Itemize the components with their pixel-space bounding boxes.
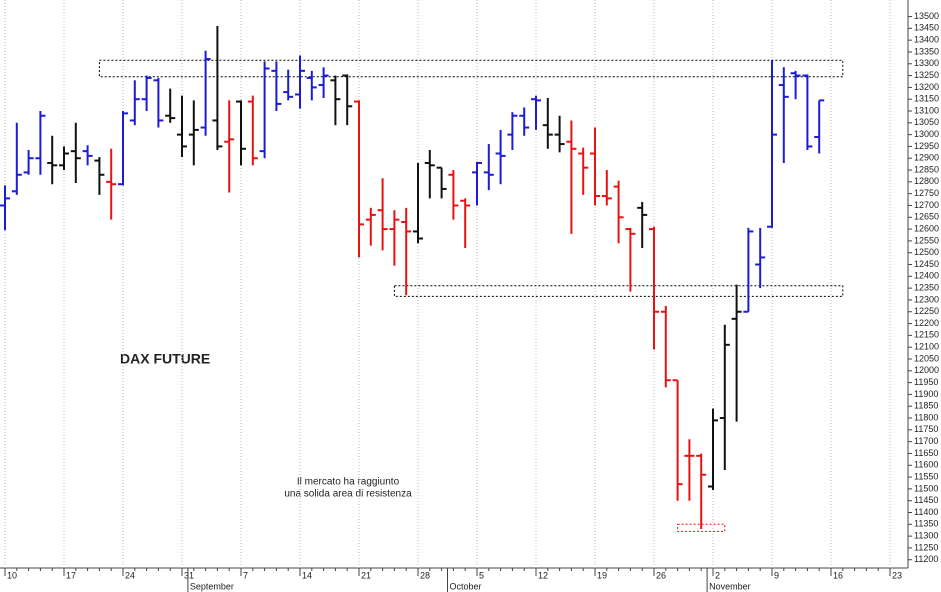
y-tick-label: 13350 [914,46,939,56]
zone [393,285,844,297]
x-tick-label: 19 [597,570,607,580]
y-tick-label: 12250 [914,306,939,316]
x-tick-label: 5 [479,570,484,580]
y-tick-label: 13050 [914,117,939,127]
y-tick-label: 12850 [914,164,939,174]
y-tick-label: 12700 [914,200,939,210]
x-tick-label: 9 [774,570,779,580]
y-tick-label: 13450 [914,23,939,33]
annotation: Il mercato ha raggiunto [297,477,400,488]
y-tick-label: 12500 [914,247,939,257]
x-tick-label: 24 [125,570,135,580]
y-tick-label: 11900 [914,389,938,399]
x-tick-label: 31 [184,570,194,580]
y-tick-label: 12950 [914,141,939,151]
chart-title: DAX FUTURE [120,351,210,367]
y-tick-label: 11650 [914,448,938,458]
y-tick-label: 13200 [914,82,939,92]
x-tick-label: 17 [66,570,76,580]
x-tick-label: 21 [361,570,371,580]
x-tick-label: 14 [302,570,312,580]
y-tick-label: 12650 [914,212,939,222]
x-tick-label: 28 [420,570,430,580]
x-tick-label: 10 [7,570,17,580]
y-tick-label: 12200 [914,318,939,328]
y-tick-label: 12300 [914,294,939,304]
y-tick-label: 11750 [914,424,938,434]
annotation: una solida area di resistenza [284,489,412,500]
y-tick-label: 11300 [914,530,938,540]
y-tick-label: 13250 [914,70,939,80]
y-tick-label: 11350 [914,519,938,529]
month-label: October [450,581,482,591]
x-tick-label: 16 [833,570,843,580]
month-label: September [190,581,234,591]
y-tick-label: 13400 [914,35,939,45]
y-tick-label: 13500 [914,11,939,21]
y-tick-label: 13300 [914,58,939,68]
y-tick-label: 12350 [914,283,939,293]
y-tick-label: 12000 [914,365,939,375]
y-tick-label: 11500 [914,483,938,493]
y-tick-label: 11850 [914,401,938,411]
x-tick-label: 23 [892,570,902,580]
x-tick-label: 12 [538,570,548,580]
y-tick-label: 11600 [914,460,938,470]
y-tick-label: 11550 [914,471,938,481]
y-tick-label: 11250 [914,542,938,552]
y-tick-label: 12750 [914,188,939,198]
y-tick-label: 12150 [914,330,939,340]
y-tick-label: 12800 [914,176,939,186]
month-label: November [709,581,751,591]
zone [677,523,726,532]
x-tick-label: 26 [656,570,666,580]
y-tick-label: 13000 [914,129,939,139]
y-tick-label: 11950 [914,377,938,387]
y-tick-label: 11200 [914,554,938,564]
y-tick-label: 12400 [914,271,939,281]
y-tick-label: 12050 [914,353,939,363]
y-tick-label: 12600 [914,223,939,233]
y-tick-label: 12550 [914,235,939,245]
y-tick-label: 13150 [914,94,939,104]
y-tick-label: 13100 [914,105,939,115]
y-tick-label: 12100 [914,342,939,352]
x-tick-label: 7 [243,570,248,580]
y-tick-label: 11450 [914,495,938,505]
y-tick-label: 12450 [914,259,939,269]
y-tick-label: 11700 [914,436,938,446]
y-tick-label: 11800 [914,412,938,422]
x-tick-label: 2 [715,570,720,580]
y-tick-label: 11400 [914,507,938,517]
y-tick-label: 12900 [914,153,939,163]
